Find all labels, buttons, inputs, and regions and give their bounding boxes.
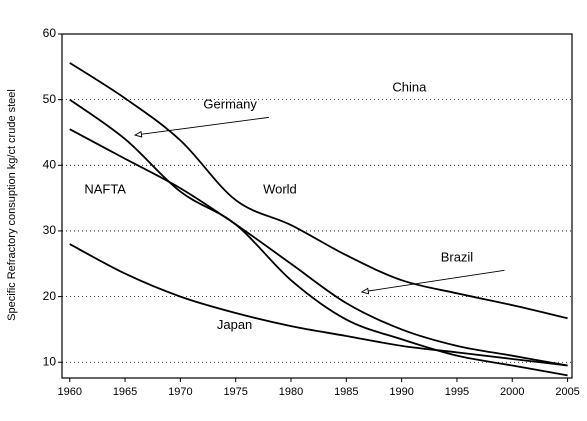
x-tick-label: 1985 — [334, 386, 358, 398]
annotation: Brazil — [441, 249, 474, 264]
annotation-arrow — [361, 269, 505, 293]
x-tick-label: 1990 — [389, 386, 413, 398]
line — [69, 62, 568, 320]
y-tick-label: 10 — [43, 354, 57, 368]
annotation: Germany — [203, 96, 257, 111]
arrow-head — [133, 130, 143, 138]
x-tick-label: 1995 — [445, 386, 469, 398]
y-tick-label: 40 — [43, 157, 57, 171]
line — [69, 243, 568, 367]
y-axis-label: Specific Refractory consuption kg/ct cru… — [6, 89, 18, 321]
x-tick-label: 1980 — [279, 386, 303, 398]
annotation: Japan — [217, 317, 252, 332]
plot-frame — [61, 33, 573, 379]
annotation: World — [263, 182, 297, 197]
x-tick-label: 1970 — [168, 386, 192, 398]
y-tick-label: 60 — [43, 26, 57, 40]
annotation: China — [392, 79, 427, 94]
x-tick-label: 2000 — [500, 386, 524, 398]
x-tick-label: 1960 — [58, 386, 82, 398]
line — [69, 98, 568, 377]
x-tick-label: 2005 — [555, 386, 579, 398]
y-tick-label: 20 — [43, 289, 57, 303]
line — [69, 128, 568, 367]
y-tick-label: 50 — [43, 92, 57, 106]
annotation-arrow — [134, 116, 269, 136]
x-tick-label: 1965 — [113, 386, 137, 398]
x-tick-label: 1975 — [223, 386, 247, 398]
y-tick-label: 30 — [43, 223, 57, 237]
annotation: NAFTA — [84, 182, 126, 197]
arrow-head — [360, 287, 370, 295]
